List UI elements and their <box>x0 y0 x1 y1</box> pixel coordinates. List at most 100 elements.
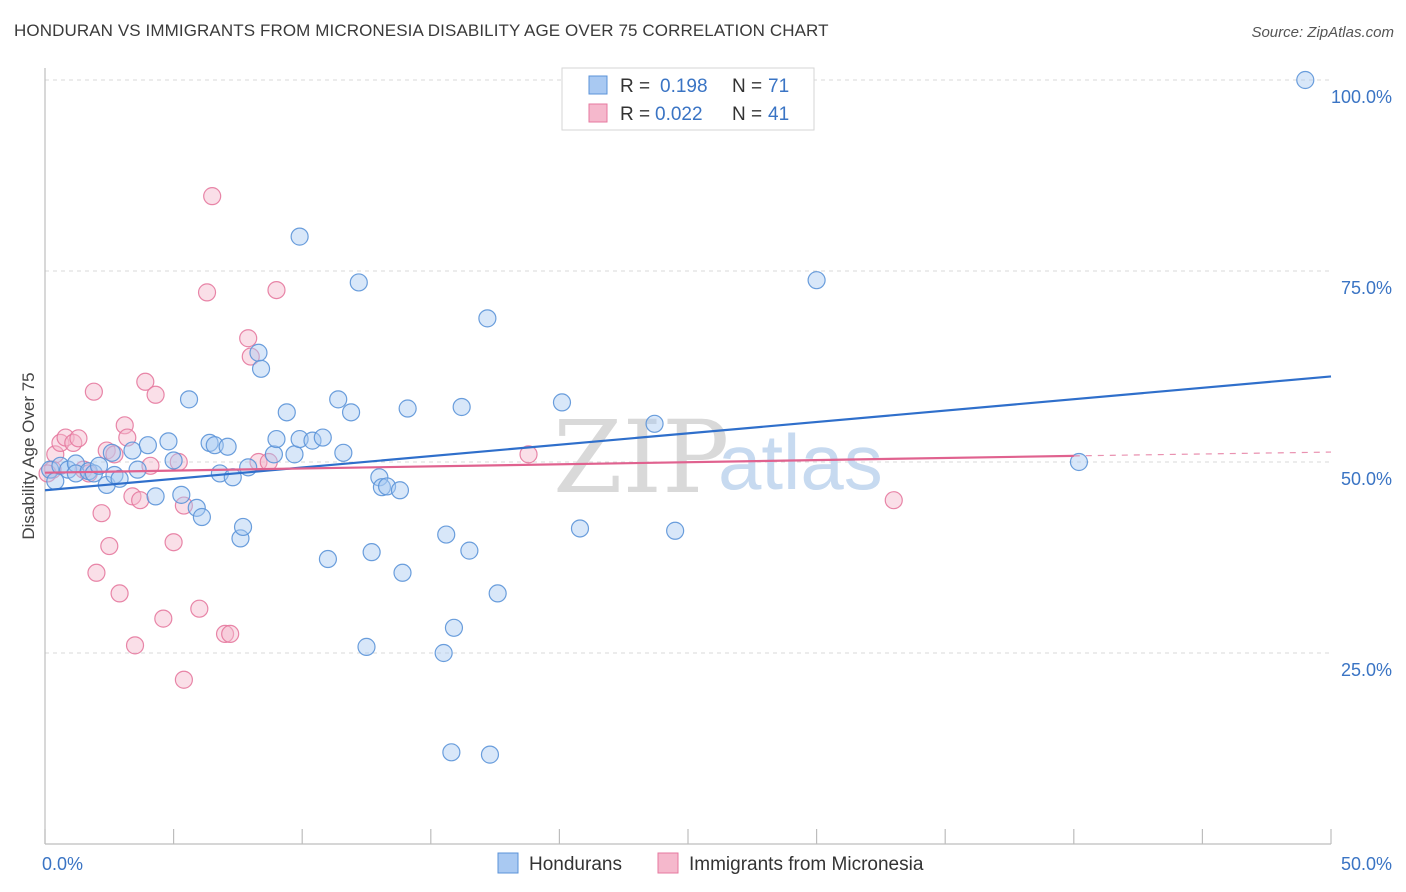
honduran-point-54 <box>434 643 453 663</box>
honduran-point-22 <box>192 507 211 527</box>
micronesia-trend-line <box>44 454 1074 474</box>
legend-n-value-2: 41 <box>768 104 789 125</box>
honduran-point-59 <box>460 541 479 560</box>
honduran-point-53 <box>398 399 417 418</box>
bottom-legend-label-hondurans: Hondurans <box>529 854 622 875</box>
honduran-point-45 <box>349 273 368 292</box>
honduran-point-15 <box>138 436 157 455</box>
legend-r-value-1: 0.198 <box>660 76 708 97</box>
honduran-point-36 <box>285 445 304 464</box>
honduran-point-62 <box>480 745 500 764</box>
honduran-point-32 <box>251 359 271 378</box>
honduran-point-49 <box>372 478 392 497</box>
honduran-point-44 <box>341 403 361 422</box>
legend-n-label-2: N = <box>732 104 762 125</box>
micronesia-point-31 <box>215 624 235 644</box>
micronesia-point-20 <box>136 372 155 391</box>
source-credit: Source: ZipAtlas.com <box>1251 24 1394 41</box>
honduran-point-20 <box>179 390 199 409</box>
honduran-point-8 <box>89 456 109 475</box>
micronesia-point-38 <box>519 445 538 464</box>
y-axis-label: Disability Age Over 75 <box>19 372 38 539</box>
micronesia-point-29 <box>197 283 217 302</box>
legend-n-label-1: N = <box>732 76 762 97</box>
micronesia-point-23 <box>154 609 173 628</box>
honduran-point-40 <box>313 428 332 447</box>
honduran-point-52 <box>393 563 412 582</box>
honduran-point-12 <box>102 443 121 462</box>
honduran-point-31 <box>249 343 268 362</box>
micronesia-point-2 <box>51 433 70 452</box>
trend-lines <box>44 375 1332 492</box>
micronesia-point-22 <box>146 385 165 404</box>
honduran-point-19 <box>172 485 191 504</box>
honduran-point-34 <box>267 429 286 449</box>
y-tick-label-50: 50.0% <box>1341 469 1392 489</box>
y-tick-labels: 25.0% 50.0% 75.0% 100.0% <box>1331 87 1392 680</box>
honduran-point-38 <box>290 227 309 246</box>
honduran-point-14 <box>128 460 147 479</box>
honduran-point-58 <box>452 397 471 417</box>
honduran-point-66 <box>666 521 685 540</box>
legend-n-value-1: 71 <box>768 76 789 97</box>
micronesia-point-14 <box>110 584 129 603</box>
micronesia-point-9 <box>87 563 106 582</box>
bottom-legend: Hondurans Immigrants from Micronesia <box>497 852 924 875</box>
micronesia-point-33 <box>239 329 258 348</box>
bottom-legend-swatch-micronesia <box>657 852 679 874</box>
honduran-point-13 <box>123 441 142 460</box>
honduran-point-35 <box>277 403 296 422</box>
honduran-point-47 <box>362 543 381 562</box>
honduran-point-69 <box>1296 70 1315 90</box>
micronesia-point-12 <box>100 536 119 556</box>
legend-r-label-1: R = <box>620 76 650 97</box>
micronesia-point-39 <box>884 491 903 510</box>
legend-r-value-2: 0.022 <box>655 104 703 125</box>
honduran-point-26 <box>218 437 237 456</box>
honduran-point-61 <box>488 584 507 603</box>
honduran-point-16 <box>146 487 165 506</box>
honduran-point-68 <box>1069 452 1089 472</box>
micronesia-point-24 <box>164 533 183 552</box>
honduran-point-39 <box>303 431 322 450</box>
micronesia-point-28 <box>190 599 209 618</box>
micronesia-point-18 <box>125 636 145 655</box>
x-tick-label-min: 0.0% <box>42 854 83 874</box>
micronesia-point-30 <box>203 187 222 206</box>
honduran-point-56 <box>442 743 461 762</box>
micronesia-point-37 <box>267 281 286 300</box>
watermark-zip: ZIP <box>553 399 729 516</box>
legend: R = 0.198 N = 71 R = 0.022 N = 41 <box>561 67 815 131</box>
micronesia-point-8 <box>84 382 103 401</box>
honduran-trend-line <box>44 375 1332 492</box>
honduran-point-41 <box>318 549 338 569</box>
honduran-point-63 <box>552 393 572 412</box>
honduran-point-21 <box>187 498 206 517</box>
bottom-legend-label-micronesia: Immigrants from Micronesia <box>689 854 924 875</box>
honduran-point-46 <box>357 637 376 656</box>
x-tick-label-max: 50.0% <box>1341 854 1392 874</box>
bottom-legend-swatch-hondurans <box>497 852 519 874</box>
honduran-point-67 <box>807 271 826 290</box>
micronesia-point-27 <box>174 670 193 689</box>
honduran-point-64 <box>570 519 590 538</box>
grid-lines <box>45 79 1331 654</box>
honduran-point-0 <box>41 460 60 479</box>
y-tick-label-75: 75.0% <box>1341 278 1392 298</box>
honduran-point-51 <box>390 481 410 500</box>
honduran-point-55 <box>437 525 456 544</box>
honduran-point-17 <box>159 432 178 451</box>
legend-swatch-hondurans <box>588 75 608 95</box>
y-tick-label-25: 25.0% <box>1341 660 1392 680</box>
honduran-point-42 <box>329 390 348 409</box>
legend-swatch-micronesia <box>588 103 608 123</box>
honduran-point-33 <box>264 445 284 464</box>
honduran-point-29 <box>233 517 253 537</box>
honduran-point-65 <box>645 414 664 433</box>
micronesia-point-32 <box>221 624 240 644</box>
y-tick-label-100: 100.0% <box>1331 87 1392 107</box>
honduran-point-18 <box>164 451 183 470</box>
honduran-point-57 <box>444 618 464 637</box>
micronesia-point-5 <box>69 429 88 448</box>
